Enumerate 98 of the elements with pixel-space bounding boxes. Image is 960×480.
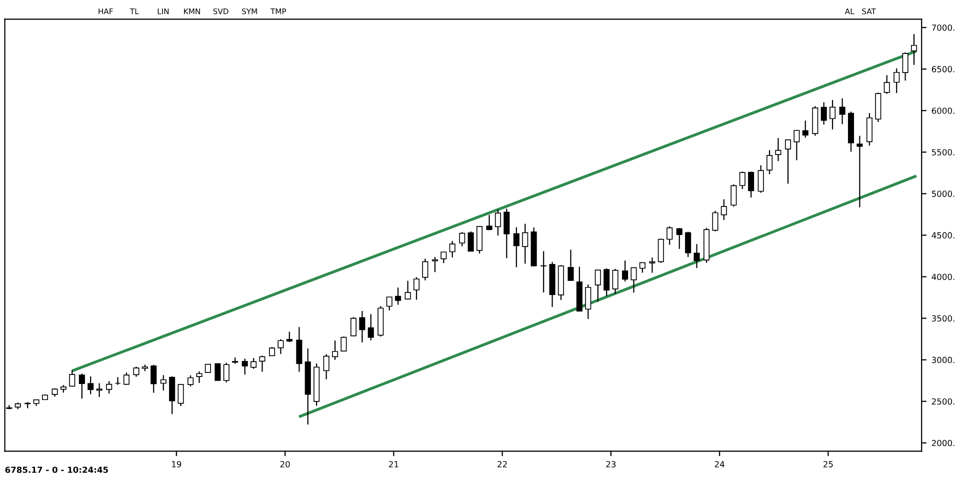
candlestick [494,209,501,236]
candlestick [114,376,121,386]
candlestick [766,150,773,175]
x-tick-label: 25 [823,461,833,468]
x-tick-label: 21 [388,461,398,468]
candlestick [639,262,646,274]
x-tick-label: 22 [498,461,507,468]
candlestick [286,331,292,343]
candlestick [513,226,520,268]
candlestick [323,354,330,380]
candlestick [78,372,85,400]
candlestick [188,374,194,387]
candlestick [250,357,257,370]
candlestick [839,98,846,125]
candlestick [856,135,863,208]
candlestick [568,249,574,282]
x-tick-label: 19 [172,461,182,468]
candlestick [730,184,737,208]
candlestick [340,336,347,352]
candlestick [486,214,492,231]
candlestick [178,384,184,407]
candlestick [784,138,792,184]
candlestick [522,223,528,264]
candlestick [594,269,601,302]
candlestick [196,370,202,384]
candlestick [685,231,692,258]
candlestick [540,250,547,293]
candlestick [649,256,656,274]
candlestick [630,267,637,294]
candlestick [123,372,130,386]
y-tick-label: 3000. [932,356,954,364]
candlestick [694,244,700,269]
y-tick-label: 7000. [932,24,954,31]
candlestick [658,238,664,264]
candlestick [368,314,374,341]
candlestick [612,268,618,294]
y-tick-label: 6000. [932,108,954,114]
candlestick [802,120,808,138]
candlestick [223,362,230,383]
candlestick [720,198,727,221]
y-tick-label: 4500. [932,232,954,238]
candlestick [214,363,221,381]
x-tick-label: 24 [714,461,724,468]
candlestick [468,230,474,252]
candlestick [894,68,900,94]
candlestick [88,376,94,395]
candlestick [622,260,628,282]
candlestick [259,355,266,372]
candlestick [332,340,338,360]
candlestick [604,268,610,297]
candlestick [794,129,800,161]
candlestick [169,376,176,415]
candlestick [395,286,402,306]
candlestick [386,296,392,312]
candlestick [440,251,447,264]
candlestick [106,380,112,394]
candlestick [160,374,166,392]
y-tick-label: 6500. [932,66,954,72]
x-tick-label: 20 [280,461,290,468]
candlestick [504,208,510,259]
candlestick [133,366,140,378]
candlestick [712,210,718,232]
candlestick [459,232,466,247]
candlestick [350,316,357,337]
x-tick-label: 23 [606,461,616,468]
candlestick [96,382,102,398]
candlestick [739,171,746,190]
candlestick [884,74,890,94]
y-tick-label: 2000. [932,440,954,446]
candlestick [359,310,366,344]
y-tick-label: 5500. [932,149,954,156]
candlestick [866,112,872,146]
text: 6785.17 - 0 - 10:24:45 [5,466,108,473]
candlestick [758,164,764,194]
candlestick [422,258,428,281]
candlestick [278,338,284,355]
candlestick [413,276,420,300]
candlestick [150,364,157,394]
candlestick [242,358,248,376]
candlestick [910,34,918,66]
y-tick-label: 4000. [932,274,954,280]
candlestick [676,228,682,250]
y-tick-label: 3500. [932,315,954,322]
candlestick [69,370,76,387]
candlestick [449,240,456,258]
candlestick [775,137,782,162]
candlestick [902,52,908,82]
y-tick-label: 2500. [932,398,954,405]
candlestick [748,171,754,198]
candlestick [296,326,302,372]
candlestick [830,99,836,130]
candlestick [432,256,438,273]
y-tick-label: 5000. [932,190,954,197]
candlestick [404,280,411,300]
candlestick [666,226,673,246]
candlestick [476,226,483,254]
candlestick [820,102,827,126]
candlestick [585,284,592,320]
